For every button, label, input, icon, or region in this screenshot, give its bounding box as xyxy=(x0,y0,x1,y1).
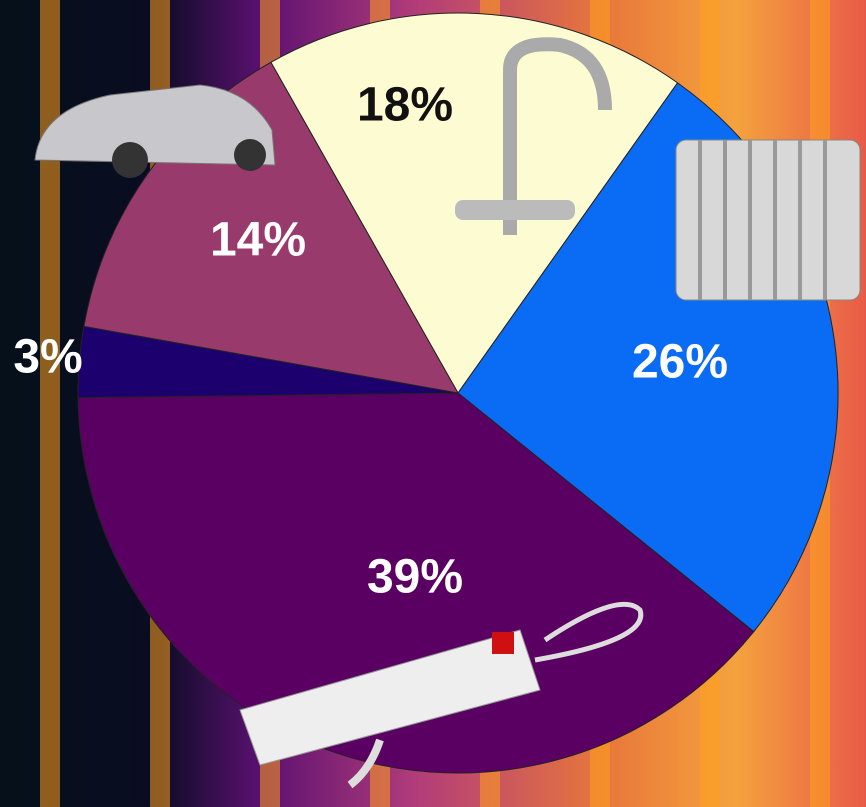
car-icon xyxy=(34,84,276,178)
pie-slice xyxy=(77,392,755,774)
slice-label: 18% xyxy=(357,79,453,132)
power-strip-icon xyxy=(239,601,644,789)
slice-label: 3% xyxy=(13,331,82,384)
slice-label: 14% xyxy=(210,214,306,267)
slice-label: 39% xyxy=(367,551,463,604)
faucet-icon xyxy=(455,37,612,235)
slice-label: 26% xyxy=(632,336,728,389)
radiator-icon xyxy=(675,139,861,301)
